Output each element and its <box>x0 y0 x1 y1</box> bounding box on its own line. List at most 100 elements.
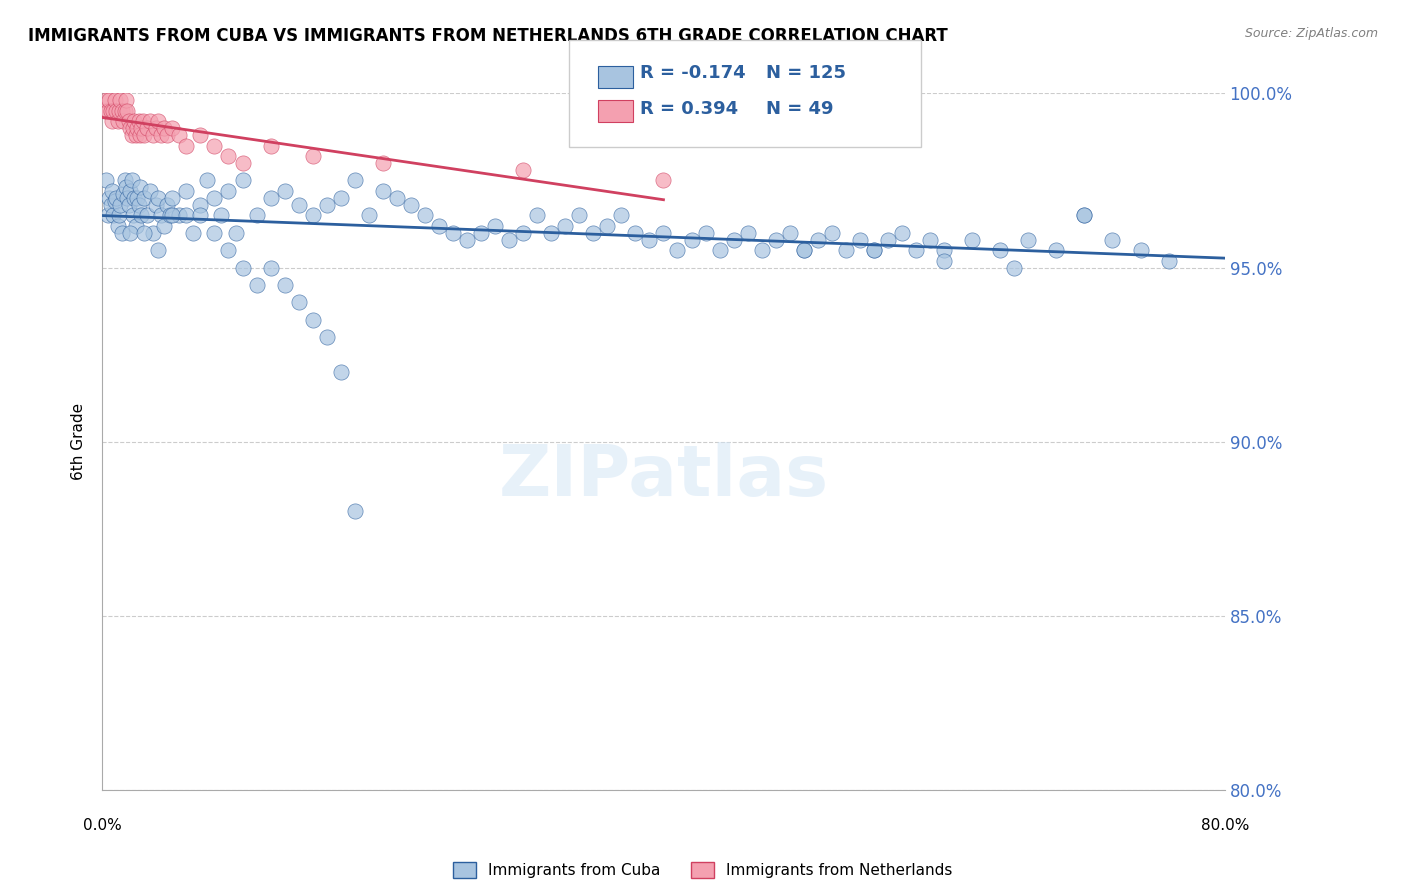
Point <box>105 103 128 118</box>
Point <box>127 121 149 136</box>
Point <box>245 277 267 292</box>
Point <box>120 121 142 136</box>
Point <box>111 226 134 240</box>
Point <box>821 226 844 240</box>
Point <box>765 233 787 247</box>
Point <box>107 219 129 233</box>
Point <box>259 138 281 153</box>
Point <box>526 208 548 222</box>
Point <box>287 295 309 310</box>
Point <box>231 260 253 275</box>
Text: IMMIGRANTS FROM CUBA VS IMMIGRANTS FROM NETHERLANDS 6TH GRADE CORRELATION CHART: IMMIGRANTS FROM CUBA VS IMMIGRANTS FROM … <box>28 27 948 45</box>
Point <box>142 128 165 143</box>
Point <box>120 226 142 240</box>
Point <box>110 198 132 212</box>
Point <box>156 128 179 143</box>
Point <box>162 121 184 136</box>
Point <box>134 191 156 205</box>
Point <box>1002 260 1025 275</box>
Point <box>737 226 759 240</box>
Point <box>114 173 136 187</box>
Point <box>96 173 118 187</box>
Point <box>343 173 366 187</box>
Point <box>150 128 173 143</box>
Point <box>343 504 366 518</box>
Point <box>287 198 309 212</box>
Point <box>115 93 138 107</box>
Point <box>218 243 240 257</box>
Point <box>101 184 124 198</box>
Point <box>427 219 450 233</box>
Point <box>245 208 267 222</box>
Point <box>121 128 143 143</box>
Point <box>108 208 131 222</box>
Point <box>127 191 149 205</box>
Point <box>190 198 212 212</box>
Point <box>807 233 830 247</box>
Point <box>399 198 422 212</box>
Point <box>849 233 872 247</box>
Point <box>863 243 886 257</box>
Point <box>723 233 745 247</box>
Point <box>218 149 240 163</box>
Text: Source: ZipAtlas.com: Source: ZipAtlas.com <box>1244 27 1378 40</box>
Point <box>197 173 219 187</box>
Point <box>1017 233 1039 247</box>
Point <box>988 243 1011 257</box>
Point <box>114 103 136 118</box>
Point <box>190 208 212 222</box>
Point <box>97 103 120 118</box>
Text: 80.0%: 80.0% <box>1201 818 1249 833</box>
Point <box>863 243 886 257</box>
Point <box>176 184 198 198</box>
Point <box>121 173 143 187</box>
Point <box>301 149 323 163</box>
Point <box>98 93 121 107</box>
Point <box>100 103 122 118</box>
Point <box>104 93 127 107</box>
Point <box>131 208 153 222</box>
Text: R = -0.174: R = -0.174 <box>640 64 745 82</box>
Point <box>115 180 138 194</box>
Point <box>413 208 436 222</box>
Point <box>105 191 128 205</box>
Point <box>132 114 155 128</box>
Point <box>329 191 352 205</box>
Point <box>932 243 955 257</box>
Point <box>120 184 142 198</box>
Point <box>273 184 295 198</box>
Point <box>159 208 181 222</box>
Point <box>259 260 281 275</box>
Point <box>1157 253 1180 268</box>
Point <box>652 226 675 240</box>
Point <box>190 128 212 143</box>
Point <box>122 208 145 222</box>
Point <box>104 194 127 209</box>
Point <box>118 114 141 128</box>
Point <box>1073 208 1095 222</box>
Point <box>101 114 124 128</box>
Point <box>169 128 191 143</box>
Point <box>110 93 132 107</box>
Point <box>128 198 150 212</box>
Point <box>329 365 352 379</box>
Point <box>94 103 117 118</box>
Point <box>470 226 492 240</box>
Point <box>582 226 605 240</box>
Point <box>148 243 170 257</box>
Point <box>441 226 464 240</box>
Point <box>122 121 145 136</box>
Point <box>610 208 633 222</box>
Point <box>124 114 146 128</box>
Point <box>131 121 153 136</box>
Point <box>153 121 176 136</box>
Point <box>176 208 198 222</box>
Point <box>139 114 162 128</box>
Point <box>918 233 941 247</box>
Point <box>100 198 122 212</box>
Point <box>136 208 159 222</box>
Point <box>118 198 141 212</box>
Point <box>97 208 120 222</box>
Point <box>145 121 167 136</box>
Point <box>385 191 408 205</box>
